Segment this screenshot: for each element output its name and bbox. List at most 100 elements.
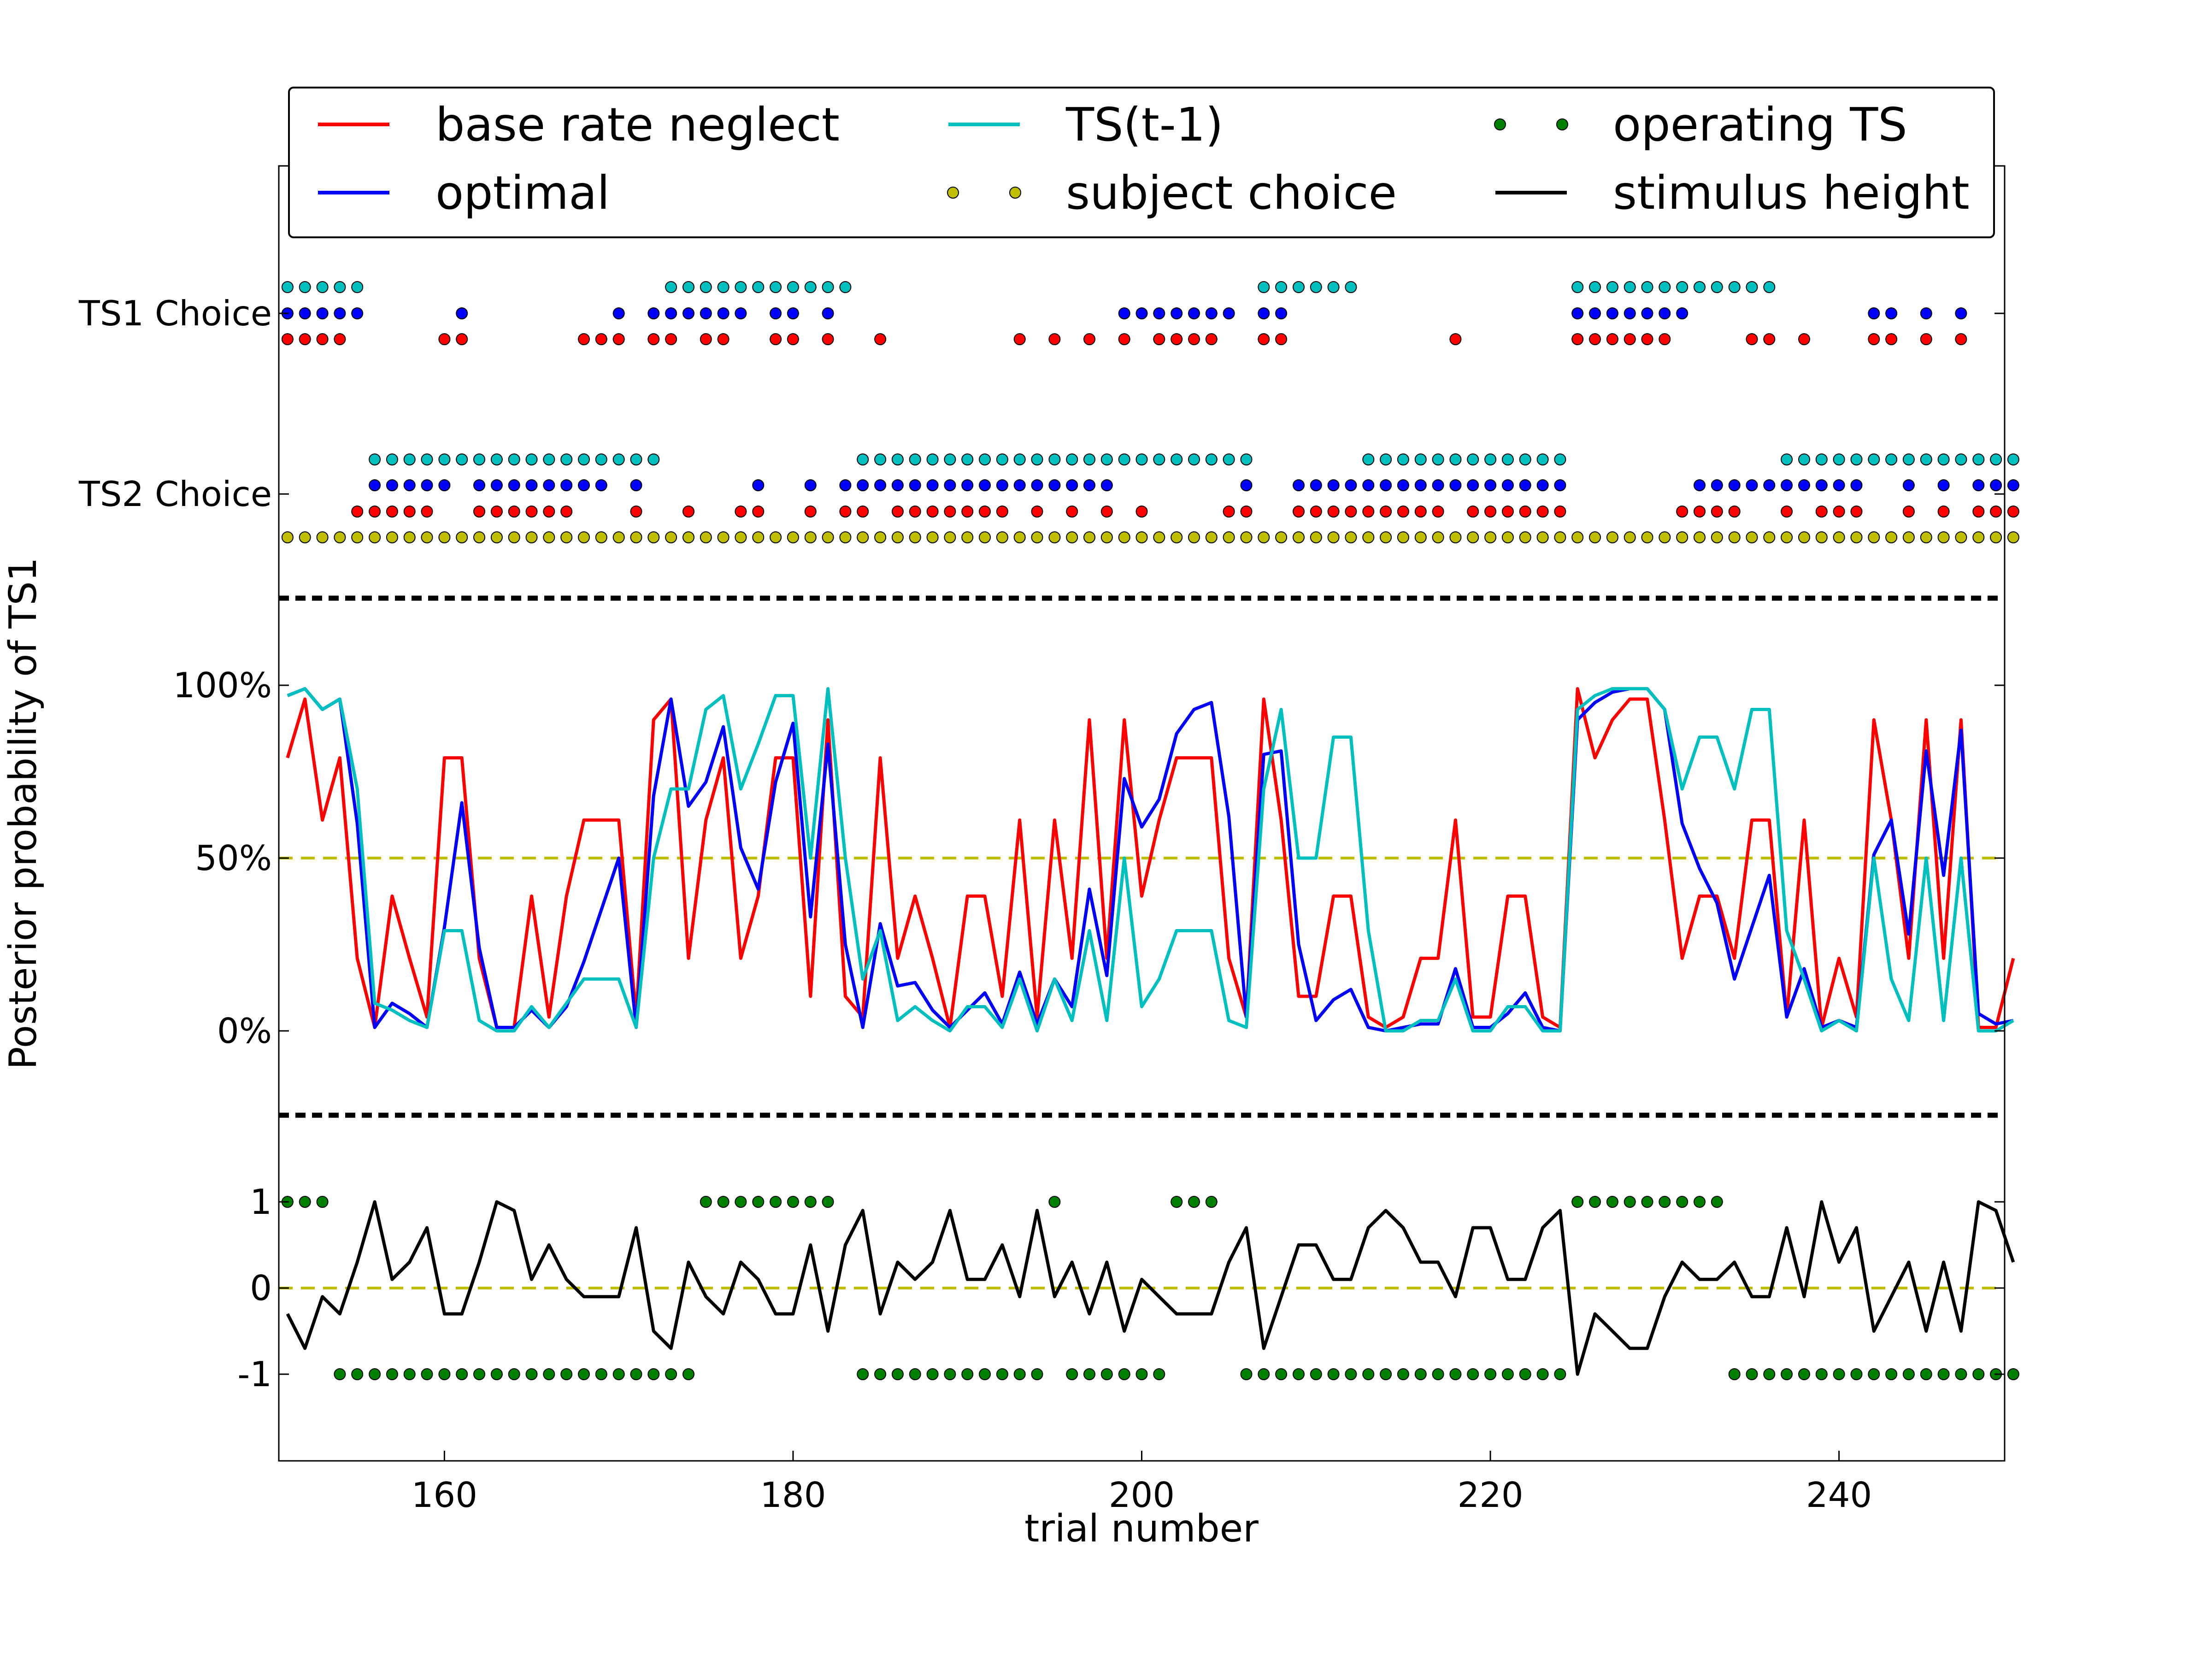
subject-choice-dot bbox=[1815, 531, 1828, 543]
probability-tick-label: 100% bbox=[173, 665, 272, 706]
legend-label: base rate neglect bbox=[435, 98, 840, 152]
operating-ts-dot bbox=[909, 1368, 921, 1380]
operating-ts-dot bbox=[299, 1196, 311, 1208]
optimal-dot bbox=[1397, 479, 1409, 491]
optimal-dot bbox=[1920, 307, 1932, 319]
base-rate-neglect-dot bbox=[508, 506, 520, 518]
ts-t-1-dot bbox=[1920, 453, 1932, 465]
operating-ts-dot bbox=[1606, 1196, 1618, 1208]
optimal-dot bbox=[1589, 307, 1601, 319]
operating-ts-dot bbox=[1519, 1368, 1531, 1380]
operating-ts-dot bbox=[1728, 1368, 1741, 1380]
base-rate-neglect-dot bbox=[1449, 333, 1462, 345]
operating-ts-dot bbox=[1135, 1368, 1148, 1380]
optimal-dot bbox=[1990, 479, 2002, 491]
operating-ts-dot bbox=[1589, 1196, 1601, 1208]
optimal-dot bbox=[1711, 479, 1723, 491]
subject-choice-dot bbox=[421, 531, 433, 543]
ts-t-1-dot bbox=[1972, 453, 1985, 465]
ts-t-1-dot bbox=[787, 281, 799, 293]
subject-choice-dot bbox=[595, 531, 607, 543]
subject-choice-dot bbox=[1501, 531, 1514, 543]
ts-t-1-dot bbox=[1223, 453, 1235, 465]
optimal-dot bbox=[874, 479, 887, 491]
ts-t-1-dot bbox=[1606, 281, 1618, 293]
optimal-dot bbox=[891, 479, 904, 491]
subject-choice-dot bbox=[1781, 531, 1793, 543]
operating-ts-dot bbox=[1100, 1368, 1113, 1380]
operating-ts-dot bbox=[1275, 1368, 1288, 1380]
optimal-dot bbox=[299, 307, 311, 319]
stimulus-tick-label: -1 bbox=[237, 1354, 272, 1394]
optimal-dot bbox=[1815, 479, 1828, 491]
subject-choice-dot bbox=[630, 531, 642, 543]
base-rate-neglect-dot bbox=[996, 506, 1008, 518]
base-rate-neglect-dot bbox=[473, 506, 485, 518]
x-tick-label: 240 bbox=[1806, 1475, 1872, 1515]
ts-t-1-dot bbox=[717, 281, 729, 293]
optimal-dot bbox=[334, 307, 346, 319]
subject-choice-dot bbox=[1118, 531, 1130, 543]
operating-ts-dot bbox=[1153, 1368, 1165, 1380]
optimal-dot bbox=[1240, 479, 1253, 491]
ts-t-1-dot bbox=[822, 281, 834, 293]
base-rate-neglect-dot bbox=[700, 333, 712, 345]
subject-choice-dot bbox=[1798, 531, 1810, 543]
base-rate-neglect-dot bbox=[1066, 506, 1078, 518]
operating-ts-dot bbox=[1955, 1368, 1967, 1380]
operating-ts-dot bbox=[1083, 1368, 1095, 1380]
optimal-dot bbox=[508, 479, 520, 491]
subject-choice-dot bbox=[839, 531, 852, 543]
ts-t-1-dot bbox=[1536, 453, 1549, 465]
ts-t-1-dot bbox=[909, 453, 921, 465]
ts-t-1-dot bbox=[1362, 453, 1375, 465]
operating-ts-dot bbox=[717, 1196, 729, 1208]
optimal-dot bbox=[1310, 479, 1322, 491]
optimal-dot bbox=[1641, 307, 1653, 319]
ts-t-1-dot bbox=[508, 453, 520, 465]
ts-t-1-dot bbox=[1501, 453, 1514, 465]
base-rate-neglect-dot bbox=[1083, 333, 1095, 345]
optimal-dot bbox=[1554, 479, 1566, 491]
base-rate-neglect-dot bbox=[1118, 333, 1130, 345]
subject-choice-dot bbox=[1606, 531, 1618, 543]
subject-choice-dot bbox=[1414, 531, 1427, 543]
operating-ts-dot bbox=[595, 1368, 607, 1380]
ts-t-1-dot bbox=[1449, 453, 1462, 465]
optimal-dot bbox=[1327, 479, 1340, 491]
operating-ts-dot bbox=[1763, 1368, 1776, 1380]
ts-t-1-dot bbox=[1746, 281, 1758, 293]
base-rate-neglect-dot bbox=[1815, 506, 1828, 518]
base-rate-neglect-dot bbox=[1397, 506, 1409, 518]
ts-t-1-dot bbox=[1048, 453, 1061, 465]
base-rate-neglect-dot bbox=[316, 333, 329, 345]
operating-ts-dot bbox=[1937, 1368, 1950, 1380]
optimal-dot bbox=[438, 479, 451, 491]
ts-t-1-dot bbox=[1519, 453, 1531, 465]
operating-ts-dot bbox=[473, 1368, 485, 1380]
subject-choice-dot bbox=[1432, 531, 1444, 543]
base-rate-neglect-dot bbox=[1868, 333, 1880, 345]
optimal-dot bbox=[595, 479, 607, 491]
operating-ts-dot bbox=[612, 1368, 625, 1380]
subject-choice-dot bbox=[281, 531, 294, 543]
optimal-dot bbox=[1013, 479, 1026, 491]
ts-t-1-dot bbox=[1955, 453, 1967, 465]
base-rate-neglect-dot bbox=[1467, 506, 1479, 518]
ts-t-1-dot bbox=[1798, 453, 1810, 465]
subject-choice-dot bbox=[543, 531, 555, 543]
operating-ts-dot bbox=[682, 1368, 694, 1380]
subject-choice-dot bbox=[1484, 531, 1497, 543]
optimal-line bbox=[287, 687, 2014, 1033]
subject-choice-dot bbox=[1397, 531, 1409, 543]
optimal-dot bbox=[1885, 307, 1898, 319]
x-tick-label: 200 bbox=[1109, 1475, 1175, 1515]
subject-choice-dot bbox=[682, 531, 694, 543]
ts-t-1-dot bbox=[1554, 453, 1566, 465]
optimal-dot bbox=[1850, 479, 1863, 491]
operating-ts-dot bbox=[1711, 1196, 1723, 1208]
subject-choice-dot bbox=[1048, 531, 1061, 543]
base-rate-neglect-dot bbox=[1624, 333, 1636, 345]
subject-choice-dot bbox=[1746, 531, 1758, 543]
operating-ts-dot bbox=[490, 1368, 503, 1380]
